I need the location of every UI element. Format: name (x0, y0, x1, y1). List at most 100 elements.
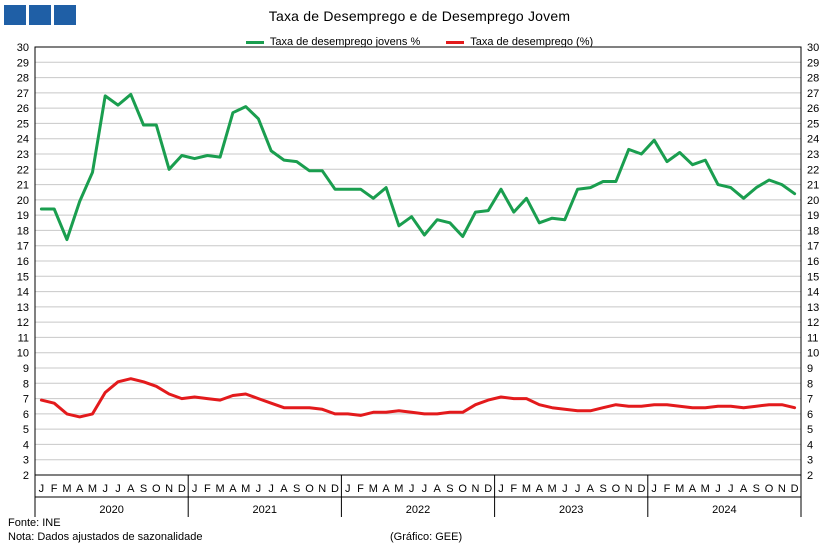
x-tick-label: M (216, 483, 225, 495)
y-tick-label-left: 25 (17, 118, 29, 130)
y-tick-label-left: 2 (23, 470, 29, 482)
x-tick-label: J (115, 483, 121, 495)
source-note: Fonte: INE (8, 517, 61, 529)
y-tick-label-right: 20 (807, 195, 819, 207)
year-label: 2023 (559, 504, 583, 516)
y-tick-label-right: 16 (807, 256, 819, 268)
y-tick-label-left: 8 (23, 378, 29, 390)
x-tick-label: N (778, 483, 786, 495)
y-tick-label-right: 26 (807, 103, 819, 115)
x-tick-label: D (331, 483, 339, 495)
y-tick-label-right: 10 (807, 348, 819, 360)
y-tick-label-right: 14 (807, 287, 819, 299)
y-tick-label-left: 6 (23, 409, 29, 421)
legend-swatch-total (446, 40, 465, 44)
y-tick-label-left: 3 (23, 455, 29, 467)
year-label: 2020 (99, 504, 123, 516)
y-tick-label-right: 23 (807, 149, 819, 161)
x-tick-label: A (740, 483, 748, 495)
y-tick-label-left: 11 (18, 332, 29, 344)
x-tick-label: M (522, 483, 531, 495)
y-tick-label-left: 4 (23, 439, 29, 451)
y-tick-label-right: 8 (807, 378, 813, 390)
x-tick-label: M (675, 483, 684, 495)
x-tick-label: M (62, 483, 71, 495)
x-tick-label: J (39, 483, 45, 495)
x-tick-label: A (229, 483, 237, 495)
x-tick-label: D (637, 483, 645, 495)
y-tick-label-left: 12 (17, 317, 29, 329)
x-tick-label: J (102, 483, 108, 495)
y-tick-label-right: 9 (807, 363, 813, 375)
y-tick-label-left: 17 (17, 241, 29, 253)
x-tick-label: J (192, 483, 198, 495)
x-tick-label: A (587, 483, 595, 495)
y-tick-label-left: 16 (17, 256, 29, 268)
x-tick-label: O (612, 483, 621, 495)
seasonal-note: Nota: Dados ajustados de sazonalidade (8, 531, 203, 543)
x-tick-label: N (471, 483, 479, 495)
x-tick-label: J (345, 483, 351, 495)
x-tick-label: M (241, 483, 250, 495)
y-tick-label-left: 27 (17, 88, 29, 100)
y-tick-label-right: 24 (807, 134, 819, 146)
y-tick-label-left: 13 (17, 302, 29, 314)
year-label: 2022 (406, 504, 430, 516)
y-tick-label-left: 24 (17, 134, 29, 146)
legend-swatch-youth (245, 40, 264, 44)
legend-item-youth: Taxa de desemprego jovens % (245, 36, 421, 48)
y-tick-label-left: 21 (17, 180, 29, 192)
x-tick-label: A (433, 483, 441, 495)
x-tick-label: O (305, 483, 314, 495)
x-tick-label: M (88, 483, 97, 495)
y-tick-label-left: 20 (17, 195, 29, 207)
credit-note: (Gráfico: GEE) (390, 531, 463, 543)
logo-block (29, 5, 51, 25)
y-tick-label-right: 21 (807, 180, 819, 192)
y-tick-label-right: 3 (807, 455, 813, 467)
year-label: 2024 (712, 504, 736, 516)
chart-title: Taxa de Desemprego e de Desemprego Jovem (268, 8, 571, 24)
x-tick-label: F (51, 483, 58, 495)
y-tick-label-right: 5 (807, 424, 813, 436)
x-tick-label: J (409, 483, 415, 495)
y-tick-label-left: 23 (17, 149, 29, 161)
x-tick-label: M (547, 483, 556, 495)
x-tick-label: S (599, 483, 606, 495)
x-tick-label: J (256, 483, 262, 495)
series-line-youth-unemployment (39, 92, 797, 242)
x-tick-label: F (510, 483, 517, 495)
x-tick-label: S (446, 483, 453, 495)
x-tick-label: A (689, 483, 697, 495)
x-tick-label: F (204, 483, 211, 495)
x-tick-label: O (152, 483, 161, 495)
x-tick-label: J (422, 483, 428, 495)
year-label: 2021 (253, 504, 277, 516)
y-tick-label-right: 27 (807, 88, 819, 100)
x-tick-label: J (575, 483, 581, 495)
y-tick-label-right: 22 (807, 164, 819, 176)
y-tick-label-left: 26 (17, 103, 29, 115)
y-tick-label-right: 18 (807, 225, 819, 237)
x-tick-label: O (765, 483, 774, 495)
x-tick-label: J (651, 483, 657, 495)
x-tick-label: A (536, 483, 544, 495)
x-tick-label: O (458, 483, 467, 495)
x-tick-label: J (268, 483, 274, 495)
legend-label-youth: Taxa de desemprego jovens % (269, 36, 421, 48)
y-tick-label-right: 25 (807, 118, 819, 130)
y-tick-label-left: 22 (17, 164, 29, 176)
y-tick-label-left: 29 (17, 57, 29, 69)
y-tick-label-left: 9 (23, 363, 29, 375)
y-tick-label-right: 4 (807, 439, 813, 451)
logo (4, 5, 76, 25)
x-tick-label: S (140, 483, 147, 495)
logo-block (4, 5, 26, 25)
y-tick-label-right: 15 (807, 271, 819, 283)
x-tick-label: J (562, 483, 568, 495)
y-tick-label-left: 7 (23, 394, 29, 406)
x-tick-label: A (280, 483, 288, 495)
x-tick-label: M (394, 483, 403, 495)
y-tick-label-left: 18 (17, 225, 29, 237)
